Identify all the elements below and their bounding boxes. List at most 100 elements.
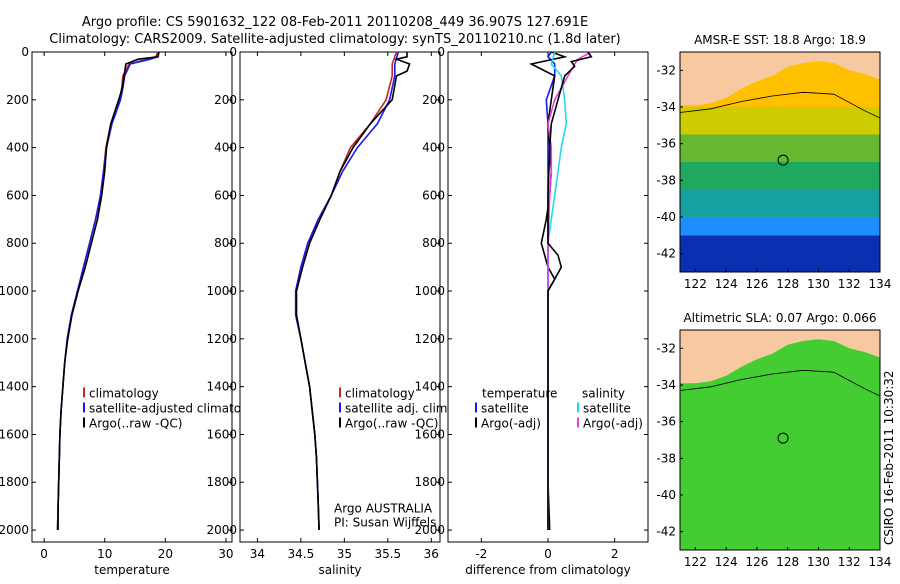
temperature-ytick-label: 400: [6, 141, 29, 155]
difference-ytick-label: 1400: [414, 380, 445, 394]
sla_map-argo-marker: [777, 432, 789, 444]
temperature-ytick-label: 800: [6, 236, 29, 250]
diff-legend-label-temperature: satellite: [481, 401, 529, 415]
salinity-annotation: PI: Susan Wijffels: [334, 516, 436, 530]
difference-series-4: [547, 51, 593, 530]
temperature-legend-label: Argo(..raw -QC): [89, 416, 182, 430]
sst_map-land: [680, 52, 880, 106]
sst_map-band: [680, 134, 880, 162]
temperature-ytick-label: 200: [6, 93, 29, 107]
sla_map-panel: Altimetric SLA: 0.07 Argo: 0.066 122 124 12…: [656, 311, 891, 569]
sst_map-contour: [679, 91, 881, 119]
temperature-legend-label: satellite-adjusted climatolog: [89, 401, 259, 415]
difference-panel: 0 200 400 600 800 1000 1200 1400 1600 1800 2000 -2 0…: [414, 45, 649, 577]
salinity-ytick-label: 1400: [206, 380, 237, 394]
figure-title-line2: Climatology: CARS2009. Satellite-adjuste…: [49, 32, 621, 47]
salinity-ytick-label: 1600: [206, 427, 237, 441]
sst_map-ytick-label: -36: [656, 137, 676, 151]
salinity-annotation: Argo AUSTRALIA: [334, 502, 433, 516]
sla_map-xtick-label: 122: [684, 555, 707, 569]
salinity-xtick-label: 35: [337, 547, 352, 561]
sst_map-ytick-label: -34: [656, 100, 676, 114]
difference-ytick-label: 1200: [414, 332, 445, 346]
sst_map-band: [680, 107, 880, 135]
sst_map-xtick-label: 132: [838, 277, 861, 291]
difference-ytick-label: 400: [422, 141, 445, 155]
sla_map-xtick-label: 128: [776, 555, 799, 569]
salinity-ytick-label: 1800: [206, 475, 237, 489]
sla_map-contour: [679, 369, 881, 397]
temperature-ytick-label: 1200: [0, 332, 29, 346]
sst_map-band: [680, 217, 880, 236]
temperature-series-2: [57, 51, 160, 530]
temperature-xtick-label: 20: [158, 547, 173, 561]
difference-ytick-label: 1600: [414, 427, 445, 441]
salinity-xtick-label: 35.5: [374, 547, 401, 561]
salinity-ytick-label: 2000: [206, 523, 237, 537]
salinity-xtick-label: 34.5: [288, 547, 315, 561]
sla_map-xtick-label: 130: [807, 555, 830, 569]
salinity-xtick-label: 36: [424, 547, 439, 561]
salinity-panel: 0 200 400 600 800 1000 1200 1400 1600 1800 2000 34 3…: [206, 45, 451, 577]
salinity-ytick-label: 800: [214, 236, 237, 250]
sst_map-xtick-label: 126: [745, 277, 768, 291]
difference-ytick-label: 800: [422, 236, 445, 250]
temperature-ytick-label: 0: [21, 45, 29, 59]
sst_map-ytick-label: -40: [656, 210, 676, 224]
diff-legend-title-salinity: salinity: [582, 386, 625, 400]
difference-ytick-label: 200: [422, 93, 445, 107]
temperature-ytick-label: 1600: [0, 427, 29, 441]
salinity-xtick-label: 34: [250, 547, 265, 561]
sst_map-xtick-label: 128: [776, 277, 799, 291]
sst_map-panel: AMSR-E SST: 18.8 Argo: 18.9 122 124 126 128 1…: [656, 33, 891, 291]
salinity-ytick-label: 600: [214, 188, 237, 202]
sst_map-band: [680, 162, 880, 190]
salinity-legend-label: satellite adj. clim.: [345, 401, 451, 415]
sla_map-xtick-label: 134: [869, 555, 892, 569]
difference-xtick-label: 2: [611, 547, 619, 561]
sst_map-xtick-label: 122: [684, 277, 707, 291]
sla_map-frame: [679, 329, 881, 551]
temperature-xtick-label: 10: [97, 547, 112, 561]
difference-ytick-label: 1800: [414, 475, 445, 489]
salinity-ytick-label: 0: [229, 45, 237, 59]
sla_map-title: Altimetric SLA: 0.07 Argo: 0.066: [683, 311, 876, 325]
salinity-ytick-label: 400: [214, 141, 237, 155]
temperature-xlabel: temperature: [94, 563, 169, 577]
sst_map-argo-marker: [777, 154, 789, 166]
salinity-ytick-label: 1000: [206, 284, 237, 298]
difference-xtick-label: 0: [544, 547, 552, 561]
sst_map-band: [680, 189, 880, 217]
difference-xtick-label: -2: [475, 547, 487, 561]
sla_map-xtick-label: 124: [715, 555, 738, 569]
sla_map-ytick-label: -36: [656, 415, 676, 429]
salinity-axes-frame: [239, 51, 441, 543]
sla_map-xtick-label: 132: [838, 555, 861, 569]
sla_map-ytick-label: -34: [656, 378, 676, 392]
temperature-xtick-label: 0: [40, 547, 48, 561]
salinity-legend-label: climatology: [345, 386, 415, 400]
sst_map-xtick-label: 130: [807, 277, 830, 291]
sst_map-ytick-label: -42: [656, 247, 676, 261]
difference-xlabel: difference from climatology: [465, 563, 631, 577]
sst_map-frame: [679, 51, 881, 273]
salinity-series-2: [295, 52, 411, 531]
diff-legend-label-temperature: Argo(-adj): [481, 416, 541, 430]
sst_map-ytick-label: -32: [656, 63, 676, 77]
diff-legend-label-salinity: satellite: [583, 401, 631, 415]
sst_map-xtick-label: 124: [715, 277, 738, 291]
difference-ytick-label: 600: [422, 188, 445, 202]
temperature-ytick-label: 1400: [0, 380, 29, 394]
temperature-ytick-label: 2000: [0, 523, 29, 537]
sst_map-band: [680, 235, 880, 272]
sla_map-ytick-label: -40: [656, 488, 676, 502]
sst_map-ytick-label: -38: [656, 173, 676, 187]
temperature-axes-frame: [31, 51, 233, 543]
sla_map-ytick-label: -42: [656, 525, 676, 539]
salinity-legend-label: Argo(..raw -QC): [345, 416, 438, 430]
sla_map-xtick-label: 126: [745, 555, 768, 569]
csiro-timestamp-label: CSIRO 16-Feb-2011 10:30:32: [882, 370, 896, 545]
temperature-ytick-label: 600: [6, 188, 29, 202]
